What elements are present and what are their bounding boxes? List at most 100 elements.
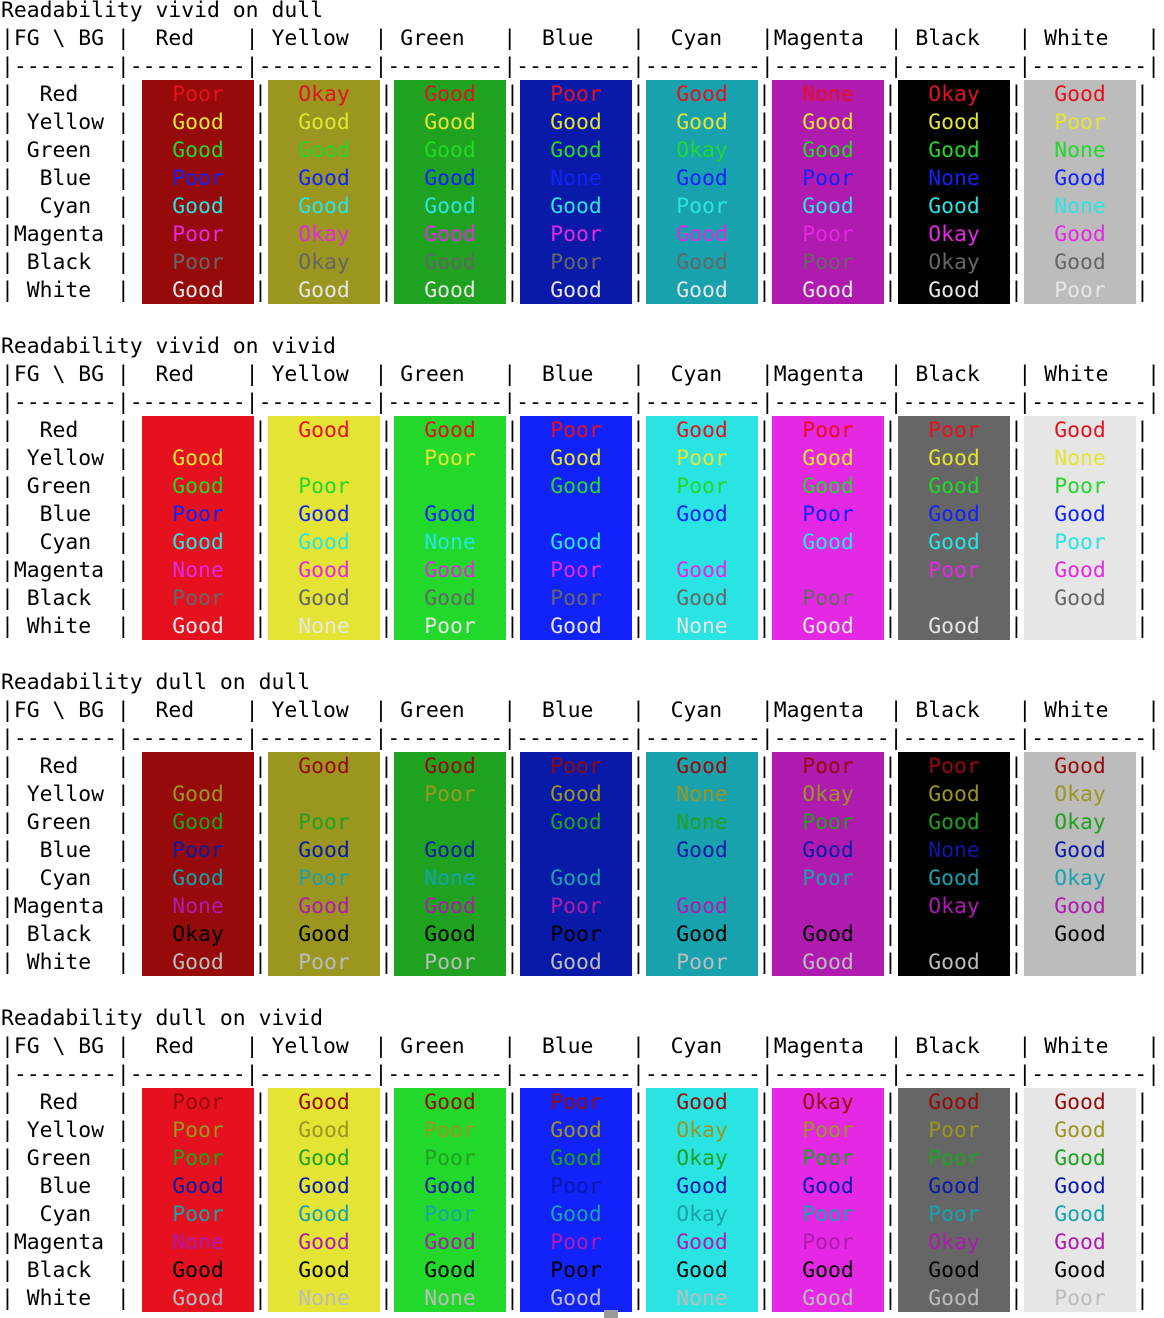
cell-divider: | — [758, 502, 771, 527]
table-cell: Good — [928, 782, 980, 807]
table-cell: Good — [298, 1202, 350, 1227]
section-title: Readability vivid on vivid — [1, 334, 336, 359]
table-cell: Poor — [172, 222, 224, 247]
cell-divider: | — [254, 82, 267, 107]
cell-divider: | — [254, 166, 267, 191]
bg-column-yellow — [268, 752, 380, 976]
bg-column-red — [142, 752, 254, 976]
row-label: | Black | — [1, 1258, 130, 1283]
table-cell: Poor — [550, 558, 602, 583]
cell-divider: | — [884, 838, 897, 863]
table-cell: Good — [676, 110, 728, 135]
bg-column-green — [394, 1088, 506, 1312]
table-cell: Good — [298, 754, 350, 779]
table-cell — [898, 921, 1010, 949]
cell-divider: | — [506, 782, 519, 807]
table-cell: Good — [298, 838, 350, 863]
table-cell: None — [172, 1230, 224, 1255]
table-cell: Good — [298, 1230, 350, 1255]
table-cell: Good — [802, 922, 854, 947]
cell-divider: | — [884, 586, 897, 611]
cell-divider: | — [380, 502, 393, 527]
bg-column-yellow — [268, 416, 380, 640]
table-cell — [772, 893, 884, 921]
cell-divider: | — [632, 418, 645, 443]
cell-divider: | — [380, 278, 393, 303]
table-cell: Good — [928, 446, 980, 471]
cell-divider: | — [1136, 894, 1149, 919]
cell-divider: | — [380, 614, 393, 639]
table-cell: Poor — [550, 1230, 602, 1255]
cell-divider: | — [254, 1118, 267, 1143]
cell-divider: | — [506, 110, 519, 135]
cell-divider: | — [884, 866, 897, 891]
table-cell: Poor — [802, 866, 854, 891]
table-cell: Good — [298, 166, 350, 191]
table-cell: Poor — [676, 950, 728, 975]
cell-divider: | — [506, 950, 519, 975]
table-cell: Okay — [802, 782, 854, 807]
cell-divider: | — [1136, 614, 1149, 639]
bg-column-blue — [520, 416, 632, 640]
cell-divider: | — [254, 1090, 267, 1115]
cell-divider: | — [758, 250, 771, 275]
cell-divider: | — [1136, 866, 1149, 891]
cell-divider: | — [758, 530, 771, 555]
table-cell — [142, 417, 254, 445]
row-label: | Green | — [1, 138, 130, 163]
cell-divider: | — [1136, 474, 1149, 499]
cell-divider: | — [884, 1202, 897, 1227]
table-cell — [1024, 949, 1136, 977]
table-cell: Good — [802, 110, 854, 135]
cell-divider: | — [1136, 446, 1149, 471]
table-cell: Good — [1054, 558, 1106, 583]
cell-divider: | — [380, 1118, 393, 1143]
table-cell: Poor — [298, 950, 350, 975]
table-cell: None — [172, 894, 224, 919]
table-cell: Okay — [676, 1146, 728, 1171]
table-cell: Good — [550, 866, 602, 891]
table-cell: Okay — [928, 250, 980, 275]
table-cell: None — [928, 166, 980, 191]
cell-divider: | — [1010, 586, 1023, 611]
cell-divider: | — [254, 138, 267, 163]
bg-column-green — [394, 752, 506, 976]
table-cell: Good — [802, 614, 854, 639]
cell-divider: | — [1136, 922, 1149, 947]
table-cell: Good — [676, 222, 728, 247]
table-cell: Poor — [550, 586, 602, 611]
cell-divider: | — [506, 502, 519, 527]
bg-column-cyan — [646, 752, 758, 976]
cell-divider: | — [884, 166, 897, 191]
cell-divider: | — [1136, 950, 1149, 975]
table-cell: Good — [550, 614, 602, 639]
cell-divider: | — [632, 614, 645, 639]
cell-divider: | — [632, 950, 645, 975]
table-cell: Good — [1054, 1230, 1106, 1255]
table-cell: Good — [1054, 838, 1106, 863]
table-cell: Good — [298, 1146, 350, 1171]
cell-divider: | — [254, 530, 267, 555]
cell-divider: | — [1010, 1174, 1023, 1199]
table-cell: None — [424, 866, 476, 891]
table-cell: Okay — [1054, 810, 1106, 835]
table-cell: Good — [802, 1258, 854, 1283]
cell-divider: | — [884, 194, 897, 219]
row-label: | White | — [1, 614, 130, 639]
table-cell: None — [424, 1286, 476, 1311]
table-cell: Good — [676, 586, 728, 611]
table-cell: Good — [1054, 82, 1106, 107]
cell-divider: | — [1010, 194, 1023, 219]
table-cell: Good — [1054, 1118, 1106, 1143]
cell-divider: | — [1010, 950, 1023, 975]
cell-divider: | — [254, 418, 267, 443]
row-label: | Blue | — [1, 1174, 130, 1199]
table-cell — [394, 473, 506, 501]
table-cell: Good — [298, 558, 350, 583]
table-cell: Good — [424, 278, 476, 303]
row-label: |Magenta | — [1, 558, 130, 583]
cell-divider: | — [254, 558, 267, 583]
cell-divider: | — [758, 110, 771, 135]
cell-divider: | — [632, 1258, 645, 1283]
table-cell: Poor — [802, 1202, 854, 1227]
